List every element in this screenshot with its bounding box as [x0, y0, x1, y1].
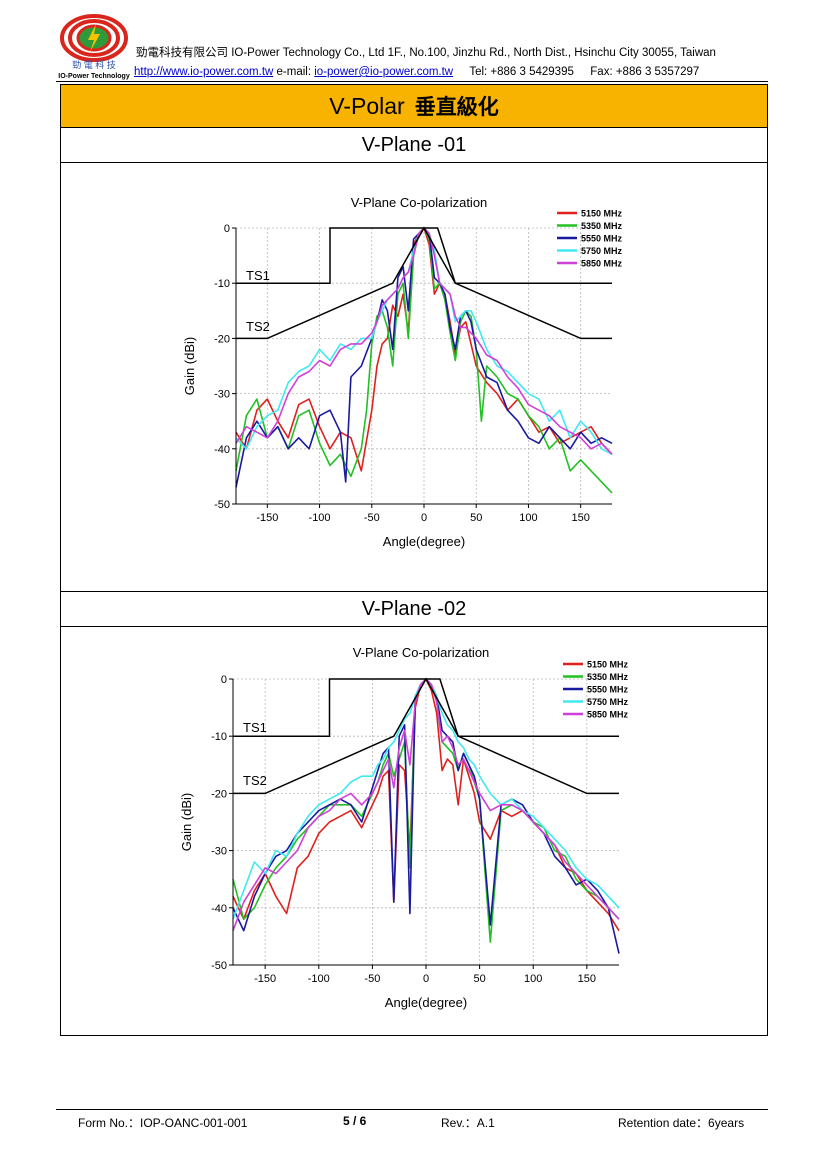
revision: Rev.：A.1	[441, 1116, 495, 1130]
y-tick-label: -50	[211, 960, 227, 972]
y-tick-label: -20	[211, 788, 227, 800]
fax-text: Fax: +886 3 5357297	[590, 66, 700, 78]
legend-label: 5850 MHz	[581, 259, 623, 269]
chart-panel-1: -150 -100 -50 0 50 100 150 0 -10 -20 -30 -40 -50 V-Pl…	[60, 162, 768, 592]
y-tick-label: -20	[214, 333, 230, 345]
chart-1: -150 -100 -50 0 50 100 150 0 -10 -20 -30 -40 -50 V-Pl…	[182, 195, 623, 549]
y-tick-label: -30	[214, 389, 230, 401]
email-label: e-mail:	[276, 66, 312, 78]
y-tick-label: -10	[214, 278, 230, 290]
page-title: V-Polar 垂直級化	[60, 84, 768, 128]
title-en: V-Polar	[329, 92, 405, 119]
legend-label: 5350 MHz	[587, 672, 629, 682]
header-divider	[56, 81, 768, 82]
section-heading-2: V-Plane -02	[60, 591, 768, 627]
legend-label: 5750 MHz	[581, 246, 623, 256]
y-tick-label: 0	[224, 223, 230, 235]
mask-line-1	[236, 226, 612, 340]
y-tick-label: 0	[221, 674, 227, 686]
y-axis-label: Gain (dBi)	[179, 793, 194, 852]
x-tick-label: -50	[364, 973, 380, 985]
y-tick-label: -50	[214, 499, 230, 511]
x-tick-label: 0	[421, 512, 427, 524]
legend-label: 5550 MHz	[581, 234, 623, 244]
form-number: Form No.：IOP-OANC-001-001	[78, 1116, 248, 1130]
page-number: 5 / 6	[343, 1114, 367, 1128]
mask-label-ts2: TS2	[243, 773, 267, 788]
company-logo-icon: 勁 電 科 技 IO-Power Technology	[58, 14, 130, 80]
retention-date: Retention date：6years	[618, 1116, 745, 1130]
y-tick-label: -30	[211, 846, 227, 858]
mask-line-1	[233, 677, 619, 795]
legend-label: 5850 MHz	[587, 710, 629, 720]
logo-text-en: IO-Power Technology	[58, 73, 130, 80]
legend-label: 5750 MHz	[587, 697, 629, 707]
email-link[interactable]: io-power@io-power.com.tw	[314, 66, 454, 78]
legend-label: 5350 MHz	[581, 221, 623, 231]
y-tick-label: -40	[211, 903, 227, 915]
chart-2: -150 -100 -50 0 50 100 150 0 -10 -20 -30 -40 -50 V-Pl…	[179, 645, 629, 1010]
x-tick-label: 150	[571, 512, 589, 524]
x-tick-label: -100	[309, 512, 331, 524]
legend-label: 5550 MHz	[587, 685, 629, 695]
title-cn: 垂直級化	[414, 94, 499, 119]
x-tick-label: 150	[578, 973, 596, 985]
mask-label-ts1: TS1	[243, 720, 267, 735]
legend-label: 5150 MHz	[587, 660, 629, 670]
x-tick-label: 50	[470, 512, 482, 524]
x-tick-label: 50	[473, 973, 485, 985]
tel-text: Tel: +886 3 5429395	[469, 66, 574, 78]
chart-panel-2: -150 -100 -50 0 50 100 150 0 -10 -20 -30 -40 -50 V-Pl…	[60, 626, 768, 1036]
website-link[interactable]: http://www.io-power.com.tw	[134, 66, 274, 78]
x-tick-label: -50	[364, 512, 380, 524]
x-tick-label: 0	[423, 973, 429, 985]
chart-title: V-Plane Co-polarization	[351, 195, 488, 210]
page-header: 勁 電 科 技 IO-Power Technology 勁電科技有限公司 IO-…	[56, 14, 770, 82]
x-axis-label: Angle(degree)	[383, 534, 465, 549]
series-line-1	[232, 678, 620, 943]
mask-label-ts1: TS1	[246, 268, 270, 283]
logo-text-cn: 勁 電 科 技	[72, 59, 116, 70]
x-tick-label: -150	[256, 512, 278, 524]
x-tick-label: 100	[524, 973, 542, 985]
section-heading-1: V-Plane -01	[60, 127, 768, 163]
legend-label: 5150 MHz	[581, 209, 623, 219]
x-axis-label: Angle(degree)	[385, 995, 467, 1010]
x-tick-label: 100	[519, 512, 537, 524]
mask-label-ts2: TS2	[246, 319, 270, 334]
x-tick-label: -150	[254, 973, 276, 985]
company-address: 勁電科技有限公司 IO-Power Technology Co., Ltd 1F…	[136, 47, 716, 59]
y-tick-label: -10	[211, 731, 227, 743]
chart-title: V-Plane Co-polarization	[353, 645, 490, 660]
x-tick-label: -100	[308, 973, 330, 985]
contact-line: http://www.io-power.com.tw e-mail: io-po…	[134, 66, 699, 78]
y-tick-label: -40	[214, 444, 230, 456]
y-axis-label: Gain (dBi)	[182, 337, 197, 396]
footer-divider	[56, 1109, 768, 1110]
